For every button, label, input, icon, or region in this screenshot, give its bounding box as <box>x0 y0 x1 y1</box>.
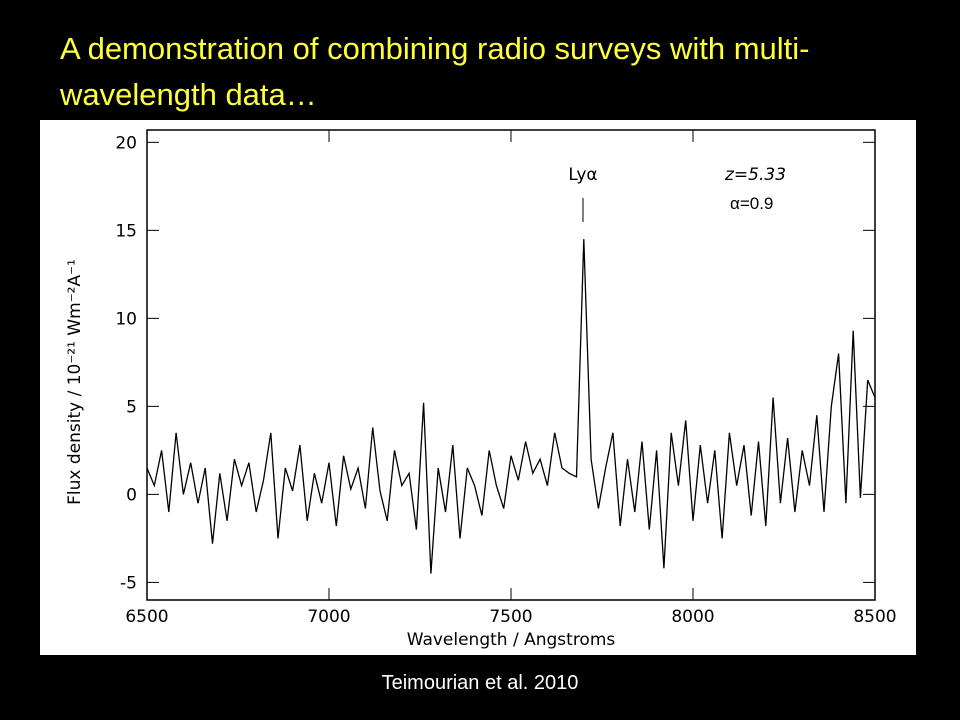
x-tick-label: 8000 <box>671 607 714 627</box>
spectrum-line <box>146 239 876 574</box>
annotation: Lyα <box>568 165 597 185</box>
x-tick-label: 7500 <box>489 607 532 627</box>
y-tick-label: 15 <box>115 221 137 241</box>
annotation: α=0.9 <box>730 194 773 213</box>
y-tick-label: 0 <box>126 485 137 505</box>
y-tick-label: 5 <box>126 397 137 417</box>
x-tick-label: 8500 <box>853 607 896 627</box>
source-note: Teimourian et al. 2010 <box>381 672 579 694</box>
plot-panel <box>40 120 916 655</box>
slide-title: A demonstration of combining radio surve… <box>60 31 810 112</box>
x-tick-label: 7000 <box>307 607 350 627</box>
annotation: z=5.33 <box>724 165 786 185</box>
x-axis-label: Wavelength / Angstroms <box>407 630 616 650</box>
x-tick-label: 6500 <box>125 607 168 627</box>
y-tick-label: -5 <box>120 573 137 593</box>
y-tick-label: 20 <box>115 133 137 153</box>
y-tick-label: 10 <box>115 309 137 329</box>
y-axis-label: Flux density / 10⁻²¹ Wm⁻²A⁻¹ <box>65 259 85 505</box>
chart: Lyα z=5.33 α=0.9 Wavelength / Angstroms … <box>40 120 916 655</box>
